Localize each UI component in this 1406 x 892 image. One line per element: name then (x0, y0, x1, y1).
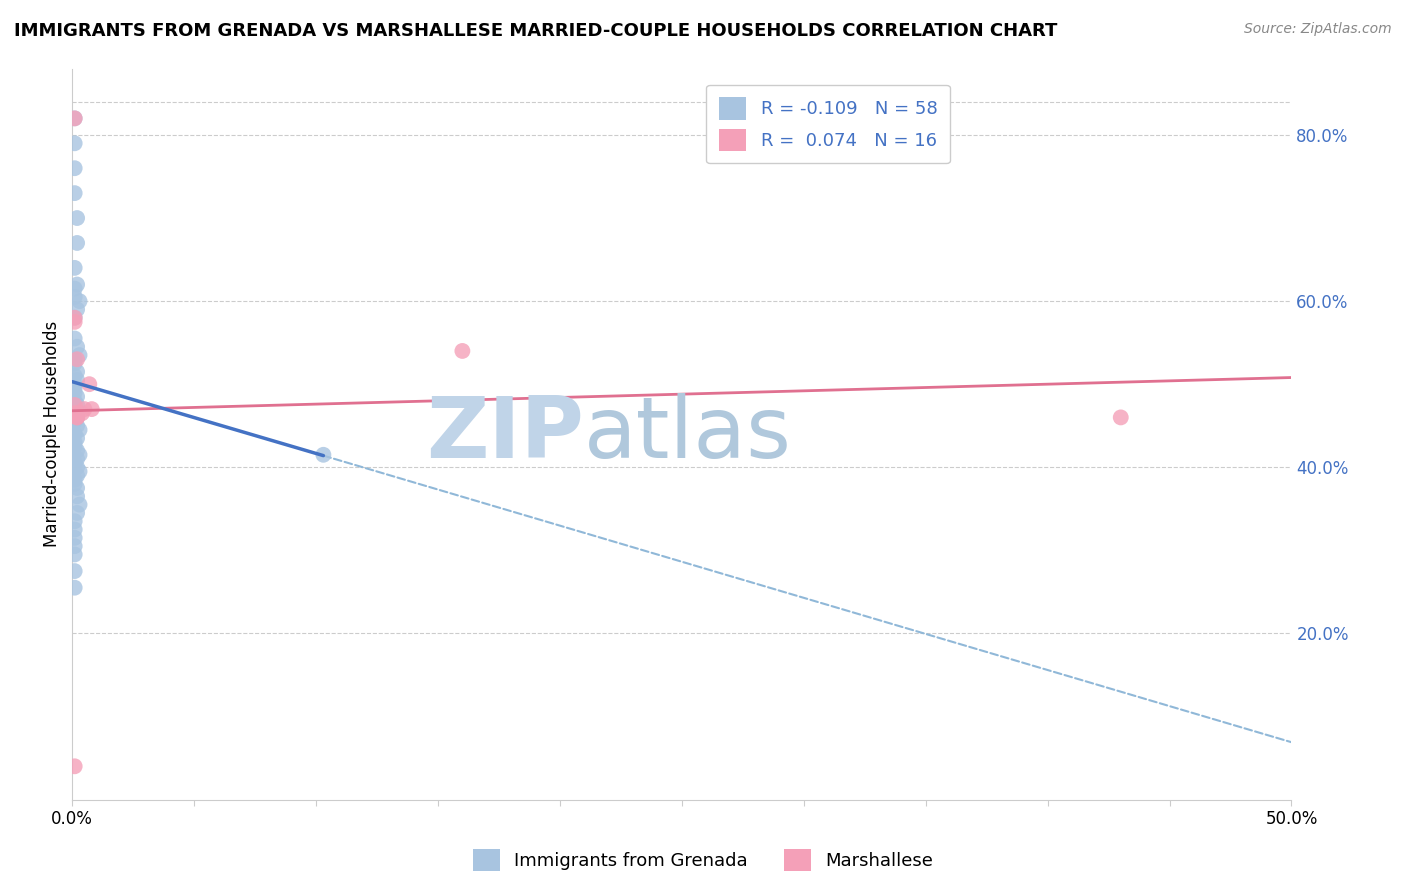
Point (63, 331, 86, 345)
Legend: R = -0.109   N = 58, R =  0.074   N = 16: R = -0.109 N = 58, R = 0.074 N = 16 (706, 85, 950, 163)
Point (69, 423, 91, 437)
Point (63, 282, 86, 296)
Point (63, 402, 86, 417)
Point (63, 435, 86, 450)
Point (66, 410, 89, 425)
Point (69, 448, 91, 462)
Point (63, 531, 86, 545)
Point (63, 310, 86, 325)
Point (63, 385, 86, 400)
Point (63, 290, 86, 304)
Point (63, 406, 86, 420)
Point (312, 448, 335, 462)
Point (63, 112, 86, 126)
Point (73, 402, 96, 417)
Point (66, 277, 89, 292)
Point (66, 468, 89, 483)
Point (66, 410, 89, 425)
Point (66, 443, 89, 458)
Point (70, 406, 93, 420)
Point (63, 381, 86, 395)
Point (66, 235, 89, 250)
Point (451, 343, 474, 358)
Point (63, 393, 86, 408)
Point (66, 452, 89, 467)
Point (66, 431, 89, 445)
Point (63, 415, 86, 429)
Point (66, 302, 89, 317)
Point (69, 294, 91, 309)
Point (1109, 410, 1132, 425)
Point (69, 348, 91, 362)
Point (63, 476, 86, 491)
Point (63, 315, 86, 329)
Point (63, 112, 86, 126)
Point (63, 377, 86, 392)
Point (80, 402, 103, 417)
Point (66, 460, 89, 475)
Point (63, 398, 86, 412)
Point (66, 506, 89, 520)
Point (63, 368, 86, 383)
Text: atlas: atlas (585, 392, 793, 475)
Point (66, 390, 89, 404)
Point (66, 489, 89, 503)
Point (63, 539, 86, 553)
Point (66, 410, 89, 425)
Point (63, 456, 86, 470)
Point (63, 310, 86, 325)
Y-axis label: Married-couple Households: Married-couple Households (44, 321, 60, 547)
Point (63, 514, 86, 528)
Point (63, 260, 86, 275)
Point (66, 352, 89, 367)
Point (66, 418, 89, 433)
Point (66, 373, 89, 387)
Point (66, 481, 89, 495)
Point (69, 464, 91, 478)
Text: Source: ZipAtlas.com: Source: ZipAtlas.com (1244, 22, 1392, 37)
Text: IMMIGRANTS FROM GRENADA VS MARSHALLESE MARRIED-COUPLE HOUSEHOLDS CORRELATION CHA: IMMIGRANTS FROM GRENADA VS MARSHALLESE M… (14, 22, 1057, 40)
Point (69, 498, 91, 512)
Point (63, 440, 86, 454)
Point (63, 161, 86, 176)
Point (63, 581, 86, 595)
Legend: Immigrants from Grenada, Marshallese: Immigrants from Grenada, Marshallese (465, 842, 941, 879)
Point (63, 356, 86, 370)
Point (66, 398, 89, 412)
Point (63, 548, 86, 562)
Point (63, 136, 86, 151)
Point (63, 406, 86, 420)
Point (63, 352, 86, 367)
Point (63, 523, 86, 537)
Point (79, 377, 101, 392)
Point (63, 473, 86, 487)
Point (66, 340, 89, 354)
Point (66, 406, 89, 420)
Point (63, 564, 86, 578)
Point (66, 211, 89, 225)
Point (63, 759, 86, 773)
Point (63, 427, 86, 442)
Text: ZIP: ZIP (426, 392, 585, 475)
Point (66, 365, 89, 379)
Point (63, 186, 86, 201)
